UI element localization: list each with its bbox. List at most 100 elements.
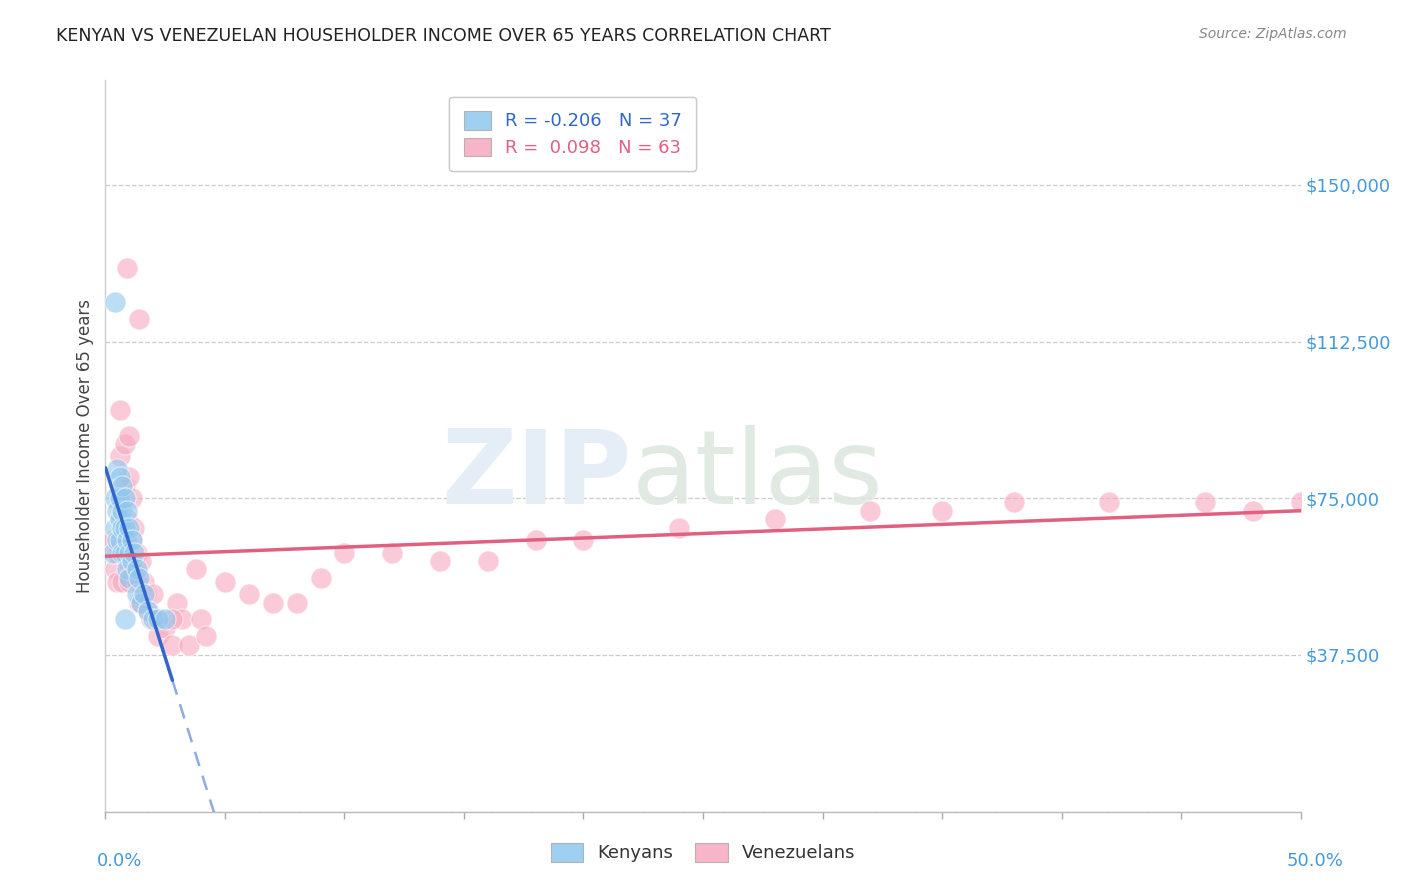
Point — [114, 437, 136, 451]
Point — [125, 587, 148, 601]
Point — [135, 587, 157, 601]
Point — [333, 545, 356, 559]
Point — [572, 533, 595, 547]
Text: 50.0%: 50.0% — [1286, 852, 1343, 870]
Point — [142, 612, 165, 626]
Point — [763, 512, 786, 526]
Point — [122, 545, 145, 559]
Point — [114, 491, 136, 506]
Point — [145, 612, 167, 626]
Point — [186, 562, 208, 576]
Text: atlas: atlas — [631, 425, 883, 525]
Point — [121, 533, 143, 547]
Point — [108, 491, 131, 506]
Point — [111, 504, 134, 518]
Point — [170, 612, 193, 626]
Point — [1289, 495, 1312, 509]
Point — [101, 533, 124, 547]
Point — [214, 574, 236, 589]
Point — [115, 562, 138, 576]
Point — [104, 294, 127, 309]
Legend: Kenyans, Venezuelans: Kenyans, Venezuelans — [543, 836, 863, 870]
Text: 0.0%: 0.0% — [97, 852, 142, 870]
Point — [139, 612, 162, 626]
Point — [107, 574, 129, 589]
Point — [668, 520, 690, 534]
Point — [111, 574, 134, 589]
Point — [1241, 504, 1264, 518]
Point — [859, 504, 882, 518]
Point — [125, 562, 148, 576]
Point — [108, 512, 131, 526]
Point — [111, 491, 134, 506]
Point — [122, 562, 145, 576]
Point — [118, 470, 141, 484]
Point — [114, 520, 136, 534]
Point — [111, 533, 134, 547]
Point — [108, 533, 131, 547]
Point — [146, 612, 169, 626]
Point — [115, 512, 138, 526]
Point — [107, 545, 129, 559]
Point — [121, 491, 143, 506]
Point — [115, 533, 138, 547]
Legend: R = -0.206   N = 37, R =  0.098   N = 63: R = -0.206 N = 37, R = 0.098 N = 63 — [449, 96, 696, 171]
Point — [104, 520, 127, 534]
Point — [115, 261, 138, 276]
Text: KENYAN VS VENEZUELAN HOUSEHOLDER INCOME OVER 65 YEARS CORRELATION CHART: KENYAN VS VENEZUELAN HOUSEHOLDER INCOME … — [56, 27, 831, 45]
Point — [118, 545, 141, 559]
Point — [107, 533, 129, 547]
Point — [381, 545, 404, 559]
Point — [166, 596, 188, 610]
Point — [118, 520, 141, 534]
Point — [1098, 495, 1121, 509]
Point — [118, 571, 141, 585]
Point — [309, 571, 332, 585]
Point — [104, 562, 127, 576]
Point — [524, 533, 547, 547]
Point — [1194, 495, 1216, 509]
Point — [111, 545, 134, 559]
Point — [162, 638, 184, 652]
Point — [115, 504, 138, 518]
Point — [177, 638, 201, 652]
Point — [129, 596, 153, 610]
Point — [153, 612, 177, 626]
Point — [108, 403, 131, 417]
Point — [122, 520, 145, 534]
Point — [429, 554, 451, 568]
Point — [128, 596, 150, 610]
Text: Source: ZipAtlas.com: Source: ZipAtlas.com — [1199, 27, 1347, 41]
Point — [132, 587, 155, 601]
Point — [108, 450, 131, 464]
Point — [121, 533, 143, 547]
Point — [128, 571, 150, 585]
Text: ZIP: ZIP — [441, 425, 631, 525]
Point — [129, 554, 153, 568]
Point — [262, 596, 284, 610]
Point — [125, 545, 148, 559]
Point — [138, 604, 160, 618]
Point — [111, 479, 134, 493]
Point — [115, 554, 138, 568]
Point — [101, 545, 124, 559]
Point — [111, 520, 134, 534]
Point — [118, 428, 141, 442]
Point — [128, 311, 150, 326]
Point — [107, 462, 129, 476]
Point — [132, 574, 155, 589]
Point — [138, 604, 160, 618]
Point — [285, 596, 308, 610]
Point — [153, 621, 177, 635]
Point — [104, 491, 127, 506]
Point — [142, 587, 165, 601]
Point — [114, 612, 136, 626]
Point — [931, 504, 953, 518]
Point — [125, 574, 148, 589]
Point — [107, 504, 129, 518]
Y-axis label: Householder Income Over 65 years: Householder Income Over 65 years — [76, 299, 94, 593]
Point — [1002, 495, 1025, 509]
Point — [238, 587, 260, 601]
Point — [114, 545, 136, 559]
Point — [477, 554, 499, 568]
